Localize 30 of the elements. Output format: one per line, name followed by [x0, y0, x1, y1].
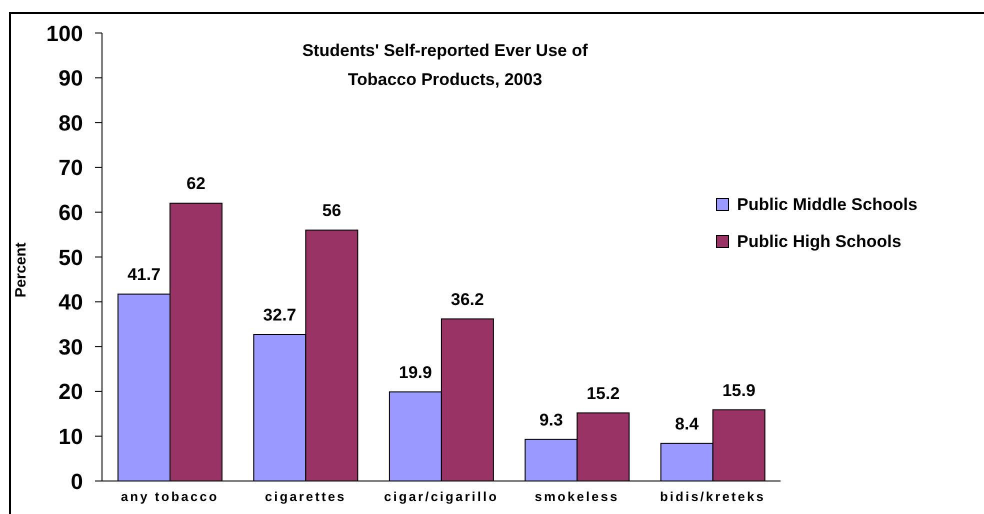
x-tick-label: cigar/cigarillo [384, 489, 499, 504]
x-tick-label: any tobacco [120, 489, 219, 504]
data-label: 36.2 [450, 290, 484, 309]
data-label: 15.9 [722, 380, 756, 400]
y-axis-title: Percent [12, 242, 30, 298]
y-tick-label: 80 [58, 110, 83, 136]
y-tick-label: 70 [58, 155, 83, 180]
y-tick-label: 40 [58, 290, 83, 315]
y-tick-label: 100 [46, 20, 83, 46]
legend-label: Public Middle Schools [737, 194, 918, 214]
y-tick-label: 90 [58, 66, 83, 91]
x-tick-label: cigarettes [264, 489, 346, 504]
y-tick-label: 60 [58, 200, 83, 226]
legend-label: Public High Schools [737, 232, 902, 252]
data-label: 19.9 [398, 362, 432, 382]
y-tick-label: 20 [58, 379, 83, 404]
data-label: 41.7 [127, 265, 161, 284]
data-label: 8.4 [675, 414, 700, 434]
y-tick-label: 10 [58, 424, 83, 450]
data-label: 56 [322, 201, 342, 220]
text: Students' Self-reported Ever Use of Tobacco Products, 2003 [301, 40, 589, 91]
x-tick-label: bidis/kreteks [660, 489, 766, 504]
data-label: 32.7 [263, 306, 296, 325]
y-tick-label: 0 [70, 468, 83, 494]
y-tick-label: 50 [58, 244, 83, 270]
data-label: 15.2 [586, 384, 620, 403]
y-tick-label: 30 [58, 334, 83, 360]
x-tick-label: smokeless [534, 489, 620, 504]
data-label: 62 [186, 174, 206, 194]
data-label: 9.3 [539, 410, 563, 430]
